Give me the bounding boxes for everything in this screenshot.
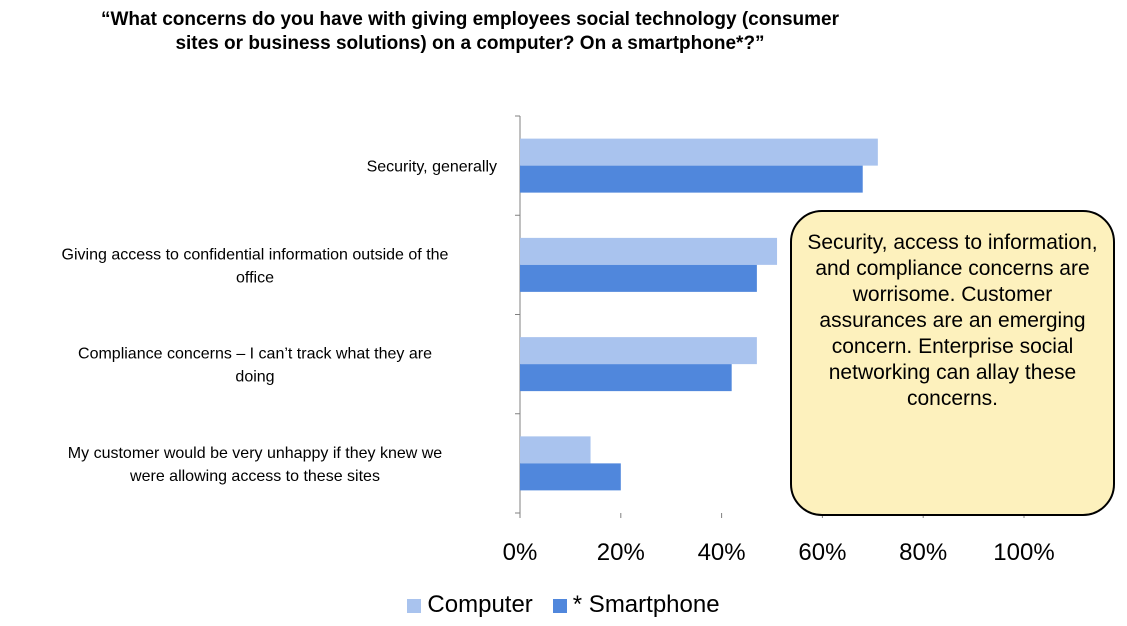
category-label-1: Giving access to confidential informatio… [62,246,449,286]
bars-layer [520,138,878,491]
bar-smartphone-0 [520,165,863,193]
callout-annotation: Security, access to information, and com… [790,210,1115,516]
x-tick-labels: 0% 20% 40% 60% 80% 100% [503,539,1055,566]
category-label-2: Compliance concerns – I can’t track what… [78,346,432,386]
bar-smartphone-3 [520,463,621,491]
legend-swatch-computer [407,599,422,613]
bar-computer-0 [520,138,878,166]
legend-label-smartphone: * Smartphone [572,591,720,618]
category-label-3: My customer would be very unhappy if the… [68,445,443,485]
legend-item-computer: Computer [407,591,533,619]
x-tick-label-0: 0% [503,539,538,566]
bar-computer-2 [520,337,757,365]
x-tick-label-1: 20% [597,539,645,566]
legend-swatch-smartphone [552,599,567,613]
x-tick-label-3: 60% [798,539,846,566]
category-label-0: Security, generally [367,159,497,176]
x-tick-label-2: 40% [698,539,746,566]
legend-label-computer: Computer [427,591,533,618]
bar-computer-3 [520,436,591,464]
x-tick-label-4: 80% [899,539,947,566]
x-tick-label-5: 100% [993,539,1054,566]
bar-computer-1 [520,237,778,265]
category-labels: Security, generally Giving access to conf… [62,159,497,485]
bar-smartphone-1 [520,264,757,292]
bar-smartphone-2 [520,364,732,392]
legend: Computer * Smartphone [0,590,1127,620]
chart-title: “What concerns do you have with giving e… [101,9,839,54]
legend-item-smartphone: * Smartphone [552,591,720,619]
